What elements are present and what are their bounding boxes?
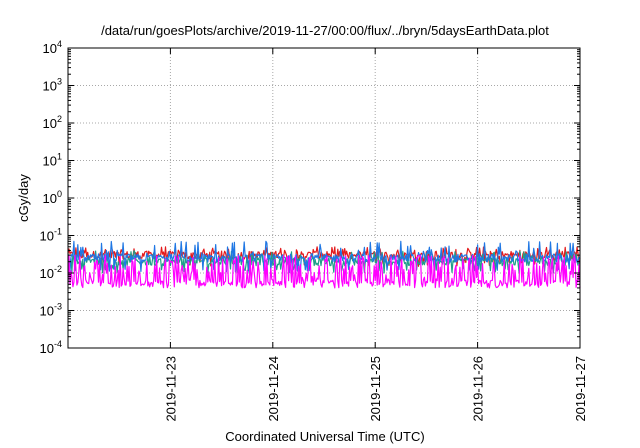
y-tick-label: 10-4	[40, 339, 62, 356]
y-tick-label: 10-3	[40, 302, 62, 319]
x-tick-label: 2019-11-23	[163, 356, 178, 422]
y-tick-label: 100	[43, 189, 62, 206]
y-axis-label: cGy/day	[16, 174, 31, 222]
series-group	[67, 240, 581, 289]
x-axis-ticks: 2019-11-23 2019-11-24 2019-11-25 2019-11-26…	[163, 48, 588, 422]
y-tick-label: 103	[43, 77, 62, 94]
y-tick-label: 10-2	[40, 264, 62, 281]
data-series-3	[67, 240, 581, 274]
y-tick-label: 104	[43, 39, 62, 56]
data-series-4	[67, 254, 581, 289]
x-tick-label: 2019-11-27	[573, 356, 588, 422]
x-tick-label: 2019-11-24	[266, 356, 281, 422]
grid	[68, 48, 580, 348]
x-tick-label: 2019-11-25	[368, 356, 383, 422]
x-tick-label: 2019-11-26	[471, 356, 486, 422]
chart-title: /data/run/goesPlots/archive/2019-11-27/0…	[101, 23, 549, 38]
y-tick-label: 10-1	[40, 227, 62, 244]
x-axis-label: Coordinated Universal Time (UTC)	[225, 429, 424, 444]
y-axis-ticks: 104 103 102 101 100 10-1 10-2 10-3 10-4	[40, 39, 580, 356]
y-tick-label: 101	[43, 152, 62, 169]
y-tick-label: 102	[43, 114, 62, 131]
